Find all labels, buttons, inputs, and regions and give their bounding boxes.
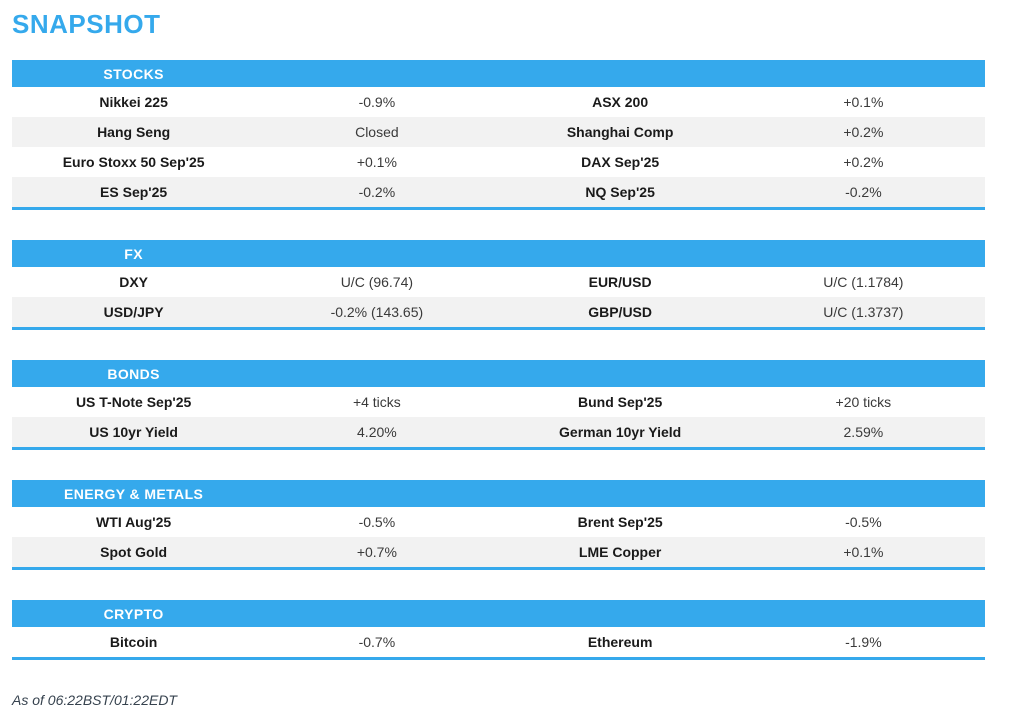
section-header-bar: CRYPTO — [12, 600, 985, 627]
instrument-value-left: 4.20% — [357, 424, 397, 440]
instrument-value-right: +20 ticks — [835, 394, 892, 410]
instrument-value-left: U/C (96.74) — [340, 274, 414, 290]
instrument-label-left: US T-Note Sep'25 — [75, 394, 192, 410]
table-row: DXY U/C (96.74) EUR/USD U/C (1.1784) — [12, 267, 985, 297]
table-row: Spot Gold +0.7% LME Copper +0.1% — [12, 537, 985, 567]
table-row: WTI Aug'25 -0.5% Brent Sep'25 -0.5% — [12, 507, 985, 537]
instrument-label-left: Bitcoin — [109, 634, 158, 650]
instrument-label-right: LME Copper — [578, 544, 662, 560]
instrument-value-left: -0.2% (143.65) — [330, 304, 424, 320]
section-header-bar: ENERGY & METALS — [12, 480, 985, 507]
instrument-value-left: -0.5% — [358, 514, 396, 530]
instrument-label-right: ASX 200 — [592, 94, 649, 110]
market-section: FX DXY U/C (96.74) EUR/USD U/C (1.1784) … — [12, 240, 985, 330]
instrument-label-right: Ethereum — [587, 634, 653, 650]
section-rows: DXY U/C (96.74) EUR/USD U/C (1.1784) USD… — [12, 267, 985, 327]
instrument-label-right: GBP/USD — [588, 304, 653, 320]
instrument-label-left: USD/JPY — [103, 304, 164, 320]
page-title: SNAPSHOT — [12, 9, 161, 39]
section-title: STOCKS — [103, 65, 164, 82]
instrument-label-left: Nikkei 225 — [99, 94, 168, 110]
instrument-value-left: +0.7% — [356, 544, 397, 560]
section-rows: Bitcoin -0.7% Ethereum -1.9% — [12, 627, 985, 657]
table-row: USD/JPY -0.2% (143.65) GBP/USD U/C (1.37… — [12, 297, 985, 327]
instrument-value-left: +4 ticks — [352, 394, 401, 410]
section-header-bar: STOCKS — [12, 60, 985, 87]
instrument-value-right: +0.1% — [843, 544, 884, 560]
instrument-label-left: Euro Stoxx 50 Sep'25 — [62, 154, 205, 170]
market-section: BONDS US T-Note Sep'25 +4 ticks Bund Sep… — [12, 360, 985, 450]
as-of-timestamp: As of 06:22BST/01:22EDT — [12, 692, 177, 708]
section-title: FX — [124, 245, 143, 262]
section-title: BONDS — [107, 365, 160, 382]
market-section: ENERGY & METALS WTI Aug'25 -0.5% Brent S… — [12, 480, 985, 570]
instrument-label-right: EUR/USD — [588, 274, 652, 290]
instrument-value-left: -0.9% — [358, 94, 396, 110]
instrument-label-right: Bund Sep'25 — [578, 394, 663, 410]
table-row: Nikkei 225 -0.9% ASX 200 +0.1% — [12, 87, 985, 117]
instrument-value-right: 2.59% — [843, 424, 884, 440]
instrument-label-left: Hang Seng — [97, 124, 171, 140]
instrument-value-right: +0.2% — [843, 124, 884, 140]
instrument-label-left: Spot Gold — [100, 544, 168, 560]
instrument-value-left: Closed — [355, 124, 399, 140]
instrument-label-left: DXY — [119, 274, 149, 290]
instrument-label-left: US 10yr Yield — [89, 424, 178, 440]
table-row: US 10yr Yield 4.20% German 10yr Yield 2.… — [12, 417, 985, 447]
instrument-label-right: NQ Sep'25 — [585, 184, 655, 200]
section-rows: Nikkei 225 -0.9% ASX 200 +0.1% Hang Seng… — [12, 87, 985, 207]
instrument-value-right: +0.1% — [843, 94, 884, 110]
instrument-value-right: -0.2% — [845, 184, 882, 200]
instrument-label-right: Brent Sep'25 — [577, 514, 663, 530]
section-header-bar: BONDS — [12, 360, 985, 387]
table-row: Hang Seng Closed Shanghai Comp +0.2% — [12, 117, 985, 147]
section-rows: WTI Aug'25 -0.5% Brent Sep'25 -0.5% Spot… — [12, 507, 985, 567]
instrument-label-right: German 10yr Yield — [559, 424, 682, 440]
section-rows: US T-Note Sep'25 +4 ticks Bund Sep'25 +2… — [12, 387, 985, 447]
table-row: ES Sep'25 -0.2% NQ Sep'25 -0.2% — [12, 177, 985, 207]
instrument-value-left: -0.2% — [358, 184, 396, 200]
section-title: CRYPTO — [103, 605, 164, 622]
table-row: US T-Note Sep'25 +4 ticks Bund Sep'25 +2… — [12, 387, 985, 417]
sections-container: STOCKS Nikkei 225 -0.9% ASX 200 +0.1% Ha… — [12, 60, 1024, 660]
instrument-label-left: WTI Aug'25 — [96, 514, 172, 530]
instrument-value-right: -0.5% — [845, 514, 882, 530]
instrument-value-right: U/C (1.1784) — [823, 274, 904, 290]
instrument-label-right: Shanghai Comp — [566, 124, 674, 140]
table-row: Euro Stoxx 50 Sep'25 +0.1% DAX Sep'25 +0… — [12, 147, 985, 177]
instrument-value-right: +0.2% — [843, 154, 884, 170]
section-header-bar: FX — [12, 240, 985, 267]
instrument-value-right: U/C (1.3737) — [823, 304, 904, 320]
table-row: Bitcoin -0.7% Ethereum -1.9% — [12, 627, 985, 657]
instrument-value-left: -0.7% — [358, 634, 396, 650]
market-section: CRYPTO Bitcoin -0.7% Ethereum -1.9% — [12, 600, 985, 660]
instrument-label-left: ES Sep'25 — [100, 184, 168, 200]
instrument-value-left: +0.1% — [356, 154, 397, 170]
instrument-value-right: -1.9% — [845, 634, 882, 650]
section-title: ENERGY & METALS — [63, 485, 204, 502]
market-section: STOCKS Nikkei 225 -0.9% ASX 200 +0.1% Ha… — [12, 60, 985, 210]
instrument-label-right: DAX Sep'25 — [581, 154, 660, 170]
